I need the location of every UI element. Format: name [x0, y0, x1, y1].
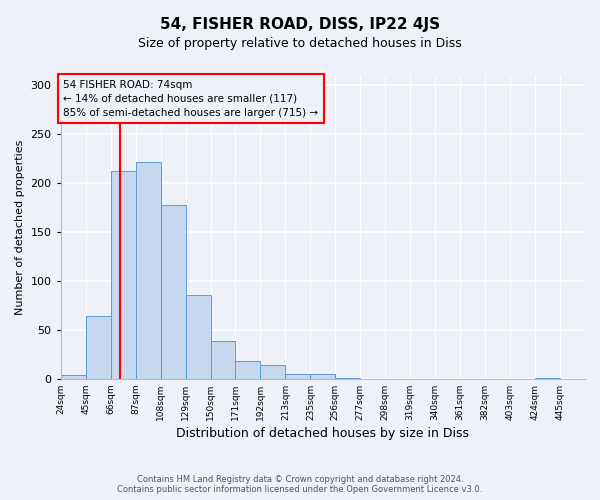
Text: Size of property relative to detached houses in Diss: Size of property relative to detached ho…	[138, 38, 462, 51]
Bar	[185, 294, 211, 379]
Bar	[260, 365, 286, 379]
Text: Contains HM Land Registry data © Crown copyright and database right 2024.
Contai: Contains HM Land Registry data © Crown c…	[118, 474, 482, 494]
Bar	[286, 374, 310, 379]
Text: 54, FISHER ROAD, DISS, IP22 4JS: 54, FISHER ROAD, DISS, IP22 4JS	[160, 18, 440, 32]
Bar	[535, 378, 560, 379]
Bar	[235, 361, 260, 379]
Bar	[61, 375, 86, 379]
X-axis label: Distribution of detached houses by size in Diss: Distribution of detached houses by size …	[176, 427, 469, 440]
Bar	[335, 378, 361, 379]
Bar	[110, 171, 136, 379]
Text: 54 FISHER ROAD: 74sqm
← 14% of detached houses are smaller (117)
85% of semi-det: 54 FISHER ROAD: 74sqm ← 14% of detached …	[64, 80, 319, 118]
Bar	[136, 162, 161, 379]
Bar	[211, 340, 235, 379]
Bar	[86, 316, 110, 379]
Y-axis label: Number of detached properties: Number of detached properties	[15, 139, 25, 314]
Bar	[161, 206, 185, 379]
Bar	[310, 374, 335, 379]
